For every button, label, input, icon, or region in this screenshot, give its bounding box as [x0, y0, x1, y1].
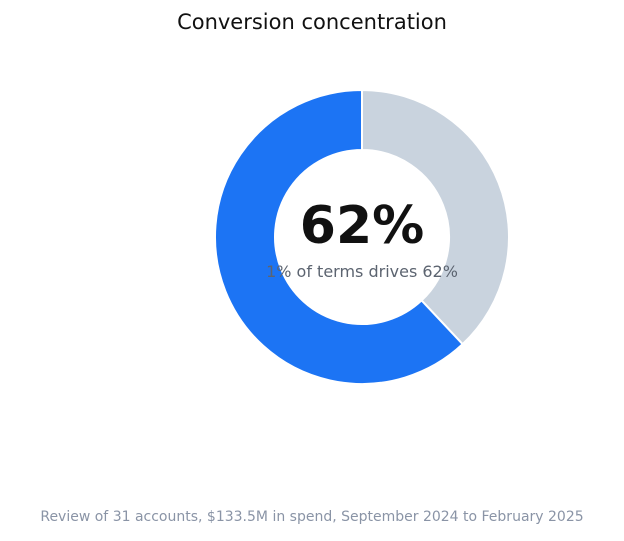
footnote: Review of 31 accounts, $133.5M in spend,…: [40, 509, 584, 525]
donut-slice-remaining: [361, 88, 510, 346]
center-subtitle: 1% of terms drives 62%: [266, 262, 458, 281]
center-value: 62%: [300, 196, 424, 256]
chart-title: Conversion concentration: [177, 10, 447, 34]
donut-slices: [213, 88, 510, 385]
donut-slice-primary: [213, 88, 465, 385]
